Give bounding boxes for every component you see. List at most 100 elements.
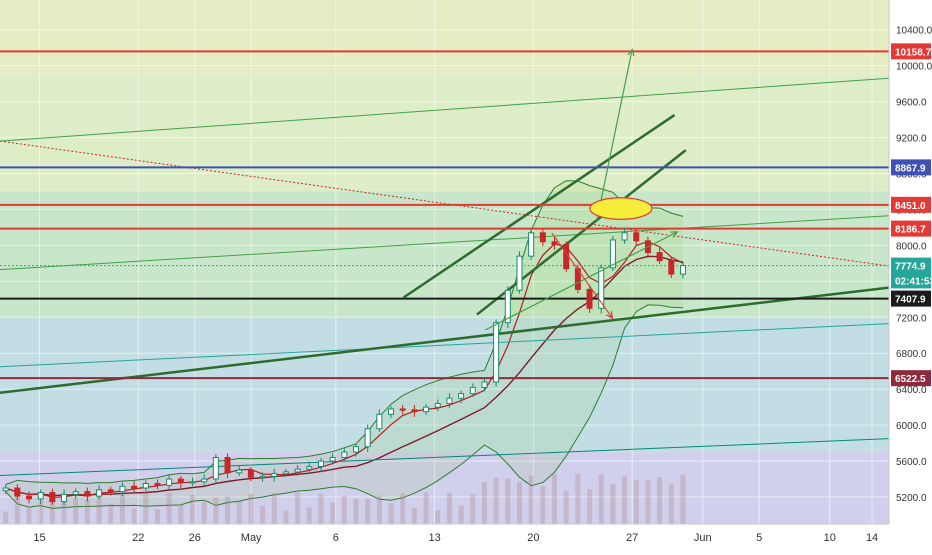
candle-body	[364, 428, 371, 448]
x-tick-label: 5	[756, 532, 762, 544]
candle-body	[504, 289, 511, 324]
y-tick-label: 5600.0	[896, 457, 927, 468]
bollinger-lower-line	[5, 304, 684, 510]
candle-body	[423, 406, 430, 413]
volume-bar	[236, 501, 242, 524]
volume-bar	[528, 475, 534, 524]
candle-body	[271, 473, 278, 477]
candle-body	[493, 322, 500, 383]
trend-line	[0, 286, 890, 395]
volume-bar	[248, 494, 254, 524]
x-tick-label: 22	[132, 532, 144, 544]
candle-body	[329, 456, 336, 462]
volume-bar	[505, 478, 511, 524]
candle-body	[411, 409, 418, 413]
trendlines-layer	[0, 77, 890, 476]
y-tick-label: 6000.0	[896, 421, 927, 432]
price-badge-label: 8451.0	[895, 201, 926, 212]
moving-average-slow	[5, 255, 684, 497]
candle-body	[107, 489, 114, 493]
price-badge	[891, 196, 931, 213]
candle-body	[61, 493, 68, 503]
candle-body	[679, 265, 686, 275]
x-tick-label: 13	[428, 532, 440, 544]
price-badge-label: 7774.9	[895, 262, 926, 273]
candle-body	[212, 456, 219, 480]
volume-bar	[633, 480, 639, 524]
candle-body	[49, 492, 56, 503]
volume-bar	[446, 492, 452, 524]
candle-body	[539, 232, 546, 243]
trend-line	[476, 149, 687, 316]
candle-body	[621, 232, 628, 241]
y-tick-label: 6400.0	[896, 385, 927, 396]
volume-bar	[458, 505, 464, 524]
candle-body	[96, 489, 103, 497]
price-badge-label: 8186.7	[895, 225, 926, 236]
volume-bar	[622, 476, 628, 524]
candle-body	[609, 239, 616, 269]
arrow-head	[627, 48, 635, 57]
candle-body	[586, 288, 593, 309]
candle-body	[317, 460, 324, 467]
time-axis-background	[0, 524, 932, 550]
volume-bar	[96, 495, 102, 524]
bollinger-fill	[5, 180, 684, 509]
zone-band	[0, 74, 889, 192]
badges-layer: 10158.7 8867.9 8451.0 8186.7 7774.9 02:41:53 7…	[891, 43, 932, 387]
price-badge-label: 10158.7	[895, 47, 932, 58]
candle-body	[247, 469, 254, 478]
x-tick-label: 15	[33, 532, 45, 544]
candle-body	[528, 232, 535, 257]
volume-bar	[587, 489, 593, 524]
volume-bar	[388, 503, 394, 524]
candle-body	[282, 471, 289, 475]
volume-bar	[166, 492, 172, 524]
price-badge	[891, 290, 931, 307]
volume-bar	[213, 497, 219, 524]
volume-bar	[73, 498, 79, 524]
volume-bar	[481, 481, 487, 524]
volume-bar	[84, 499, 90, 524]
volume-bar	[271, 492, 277, 524]
volume-bar	[680, 474, 686, 524]
y-tick-label: 7200.0	[896, 313, 927, 324]
y-tick-label: 6800.0	[896, 349, 927, 360]
volume-bar	[26, 506, 32, 524]
candle-body	[189, 481, 196, 484]
candle-body	[154, 483, 161, 486]
levels-layer	[0, 50, 889, 380]
price-badge-label: 7407.9	[895, 295, 926, 306]
volume-bar	[3, 511, 9, 524]
candle-body	[388, 408, 395, 415]
volume-bar	[493, 478, 499, 524]
candle-body	[306, 465, 313, 470]
volume-bar	[143, 492, 149, 524]
x-tick-label: 14	[866, 532, 878, 544]
volume-bar	[131, 508, 137, 524]
volume-bar	[668, 483, 674, 524]
candle-body	[166, 478, 173, 486]
volume-bar	[470, 494, 476, 524]
candle-body	[14, 487, 21, 497]
price-badge	[891, 370, 931, 387]
price-badge-label: 8867.9	[895, 163, 926, 174]
x-tick-label: May	[241, 532, 262, 544]
y-tick-label: 8000.0	[896, 241, 927, 252]
trend-line	[0, 438, 890, 476]
trend-line	[0, 77, 890, 142]
y-tick-label: 5200.0	[896, 493, 927, 504]
price-badge-label: 6522.5	[895, 374, 926, 385]
volume-bar	[423, 492, 429, 524]
candle-body	[551, 241, 558, 245]
price-badge	[891, 272, 931, 289]
annotations-layer	[485, 48, 679, 331]
y-tick-label: 9600.0	[896, 98, 927, 109]
price-badge	[891, 159, 931, 176]
y-tick-label: 9200.0	[896, 134, 927, 145]
arrow-head	[605, 311, 614, 320]
candle-body	[224, 456, 231, 474]
volume-bar	[435, 510, 441, 524]
